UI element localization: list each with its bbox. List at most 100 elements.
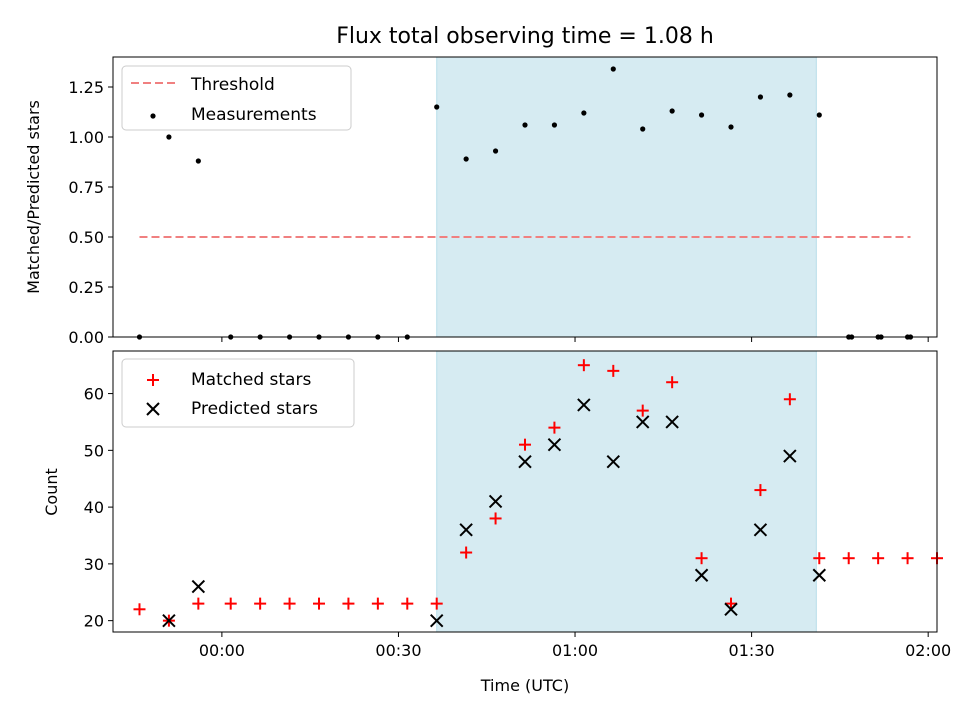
matched-star-point [783, 393, 796, 406]
matched-star-point [813, 552, 826, 565]
predicted-star-point [518, 454, 532, 469]
matched-star-point [401, 597, 414, 610]
predicted-star-point [812, 568, 826, 582]
top-y-ticks: 0.00 0.25 0.50 0.75 1.00 1.25 [68, 78, 113, 347]
matched-star-point [577, 359, 590, 372]
top-ytick-label: 0.75 [68, 178, 104, 197]
measurement-point [757, 94, 764, 100]
predicted-star-point [606, 454, 620, 469]
top-x-ticks [221, 337, 929, 342]
top-ytick-label: 1.25 [68, 78, 104, 97]
legend-predicted-label: Predicted stars [191, 399, 318, 419]
bottom-legend[interactable]: Matched stars Predicted stars [121, 358, 355, 428]
measurement-point [195, 158, 201, 164]
predicted-star-point [724, 602, 738, 617]
matched-star-point [254, 597, 267, 610]
measurement-point [166, 134, 172, 140]
matched-star-point [695, 552, 708, 565]
predicted-star-point [459, 523, 473, 537]
predicted-star-point [694, 568, 709, 582]
legend-matched-label: Matched stars [191, 370, 311, 390]
matched-star-point [872, 552, 885, 565]
bottom-observing-window [436, 350, 817, 633]
matched-star-point [754, 484, 767, 497]
predicted-star-point [636, 415, 650, 429]
matched-star-point [283, 597, 296, 610]
predicted-star-point [488, 494, 503, 509]
measurement-point [581, 110, 587, 116]
predicted-star-point [162, 613, 176, 628]
measurement-point [463, 156, 469, 162]
matched-star-point [607, 364, 620, 377]
bottom-xtick-label: 00:30 [375, 641, 421, 660]
matched-star-point [460, 546, 473, 559]
top-ytick-label: 0.00 [68, 328, 104, 347]
bottom-xtick-label: 01:30 [729, 641, 775, 660]
bottom-ytick-label: 20 [84, 612, 104, 631]
matched-star-point [192, 597, 205, 610]
legend-threshold-label: Threshold [190, 75, 275, 95]
measurement-point [640, 126, 646, 132]
top-ytick-label: 0.50 [68, 228, 104, 247]
bottom-ytick-label: 40 [84, 498, 104, 517]
predicted-star-point [577, 398, 591, 412]
legend-measurements-swatch [150, 113, 156, 119]
measurement-point [522, 122, 528, 128]
x-axis-label: Time (UTC) [480, 676, 569, 695]
matched-star-point [666, 376, 679, 389]
predicted-star-point [753, 523, 768, 537]
bottom-marks [133, 359, 943, 628]
predicted-star-point [783, 449, 797, 463]
matched-star-point [901, 552, 914, 565]
predicted-star-point [430, 613, 444, 628]
top-ytick-label: 0.25 [68, 278, 104, 297]
legend-matched-swatch [147, 374, 159, 386]
legend-predicted-swatch [146, 402, 160, 416]
measurement-point [816, 112, 822, 118]
bottom-axes-frame [112, 350, 938, 633]
matched-star-point [548, 421, 561, 434]
measurement-point [787, 92, 793, 98]
matched-star-point [519, 438, 531, 451]
matched-star-point [725, 597, 737, 610]
bottom-ytick-label: 60 [84, 385, 104, 404]
top-axes-frame [112, 56, 938, 338]
bottom-y-ticks: 20 30 40 50 60 [84, 385, 113, 631]
bottom-ytick-label: 30 [84, 555, 104, 574]
top-legend[interactable]: Threshold Measurements [121, 65, 352, 131]
bottom-y-axis-label: Count [42, 468, 61, 516]
bottom-panel: 20 30 40 50 60 00:00 00:30 01:00 01:30 02:00 Cou… [42, 350, 951, 695]
legend-measurements-label: Measurements [191, 105, 317, 125]
bottom-xtick-label: 02:00 [905, 641, 951, 660]
predicted-star-point [547, 437, 562, 452]
top-y-axis-label: Matched/Predicted stars [24, 100, 43, 294]
bottom-xtick-label: 01:00 [552, 641, 598, 660]
matched-star-point [313, 597, 325, 610]
measurement-point [669, 108, 675, 114]
matched-star-point [489, 512, 502, 525]
measurement-point [434, 104, 440, 110]
matched-star-point [224, 597, 237, 610]
measurement-point [492, 148, 499, 154]
matched-star-point [371, 597, 384, 610]
matched-star-point [636, 404, 649, 417]
matched-star-point [342, 597, 355, 610]
chart-title: Flux total observing time = 1.08 h [336, 24, 714, 49]
top-observing-window [436, 56, 817, 338]
matched-star-point [430, 597, 443, 610]
top-legend-box [121, 65, 352, 131]
bottom-legend-box [121, 358, 355, 428]
measurement-point [728, 124, 734, 130]
predicted-star-point [665, 415, 679, 429]
matched-star-point [842, 552, 855, 565]
measurement-point [551, 122, 558, 128]
measurement-point [610, 66, 616, 72]
top-panel: 0.00 0.25 0.50 0.75 1.00 1.25 Matched/Predict… [24, 56, 938, 347]
top-ytick-label: 1.00 [68, 128, 104, 147]
matched-star-point [133, 603, 146, 616]
bottom-x-ticks: 00:00 00:30 01:00 01:30 02:00 [199, 632, 951, 660]
measurement-point [698, 112, 705, 118]
predicted-star-point [191, 579, 206, 594]
bottom-xtick-label: 00:00 [199, 641, 245, 660]
